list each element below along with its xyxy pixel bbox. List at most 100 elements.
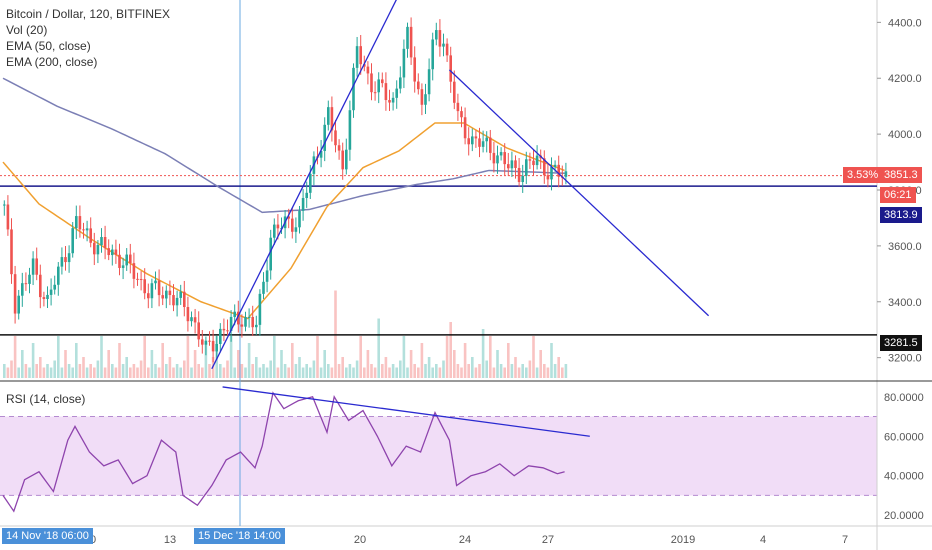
symbol-title: Bitcoin / Dollar, 120, BITFINEX bbox=[6, 7, 171, 21]
volume-bar bbox=[424, 364, 427, 378]
candle-body bbox=[78, 216, 82, 230]
candle-body bbox=[481, 141, 485, 147]
volume-bar bbox=[265, 367, 269, 378]
candle-body bbox=[489, 137, 492, 153]
time-tick-label: 27 bbox=[542, 534, 554, 546]
volume-bar bbox=[309, 367, 312, 378]
candle-body bbox=[427, 69, 431, 95]
candle-body bbox=[219, 328, 222, 344]
rsi-tick-label: 20.0000 bbox=[884, 510, 924, 522]
candle-body bbox=[100, 237, 103, 246]
volume-bar bbox=[366, 350, 370, 378]
volume-bar bbox=[208, 364, 211, 378]
candle-body bbox=[467, 138, 470, 145]
candle-body bbox=[183, 291, 186, 308]
candle-body bbox=[244, 317, 247, 327]
volume-bar bbox=[193, 350, 197, 378]
volume-bar bbox=[456, 364, 460, 378]
volume-bar bbox=[168, 357, 172, 378]
volume-bar bbox=[363, 367, 366, 378]
volume-bar bbox=[280, 350, 283, 378]
rsi-legend[interactable]: RSI (14, close) bbox=[6, 392, 86, 406]
volume-bar bbox=[100, 336, 103, 378]
percent-change-tag: 3.53% bbox=[843, 167, 883, 183]
volume-bar bbox=[222, 367, 226, 378]
candle-body bbox=[532, 160, 535, 166]
volume-bar bbox=[453, 350, 456, 378]
candle-body bbox=[179, 291, 182, 298]
volume-bar bbox=[337, 364, 341, 378]
volume-bar bbox=[96, 360, 100, 378]
candle-body bbox=[413, 57, 416, 82]
trendline-falling[interactable] bbox=[448, 69, 710, 317]
candle-body bbox=[35, 258, 38, 275]
candle-body bbox=[251, 316, 254, 328]
candle-body bbox=[373, 92, 377, 94]
candle-body bbox=[471, 136, 474, 145]
candle-body bbox=[3, 204, 6, 206]
volume-bar bbox=[262, 364, 265, 378]
volume-bar bbox=[6, 367, 10, 378]
volume-bar bbox=[35, 364, 38, 378]
volume-bar bbox=[186, 336, 190, 378]
price-tick-label: 4200.0 bbox=[888, 73, 922, 85]
volume-bar bbox=[384, 357, 388, 378]
countdown-timer-tag: 06:21 bbox=[880, 187, 916, 203]
candle-body bbox=[229, 316, 233, 331]
candle-body bbox=[424, 94, 427, 105]
chart-legend: Bitcoin / Dollar, 120, BITFINEX Vol (20)… bbox=[6, 6, 170, 70]
candle-body bbox=[334, 130, 337, 146]
volume-bar bbox=[114, 367, 118, 378]
candle-body bbox=[46, 294, 49, 300]
candle-body bbox=[337, 145, 341, 151]
volume-bar bbox=[528, 360, 532, 378]
candle-body bbox=[211, 340, 215, 352]
candle-body bbox=[118, 254, 121, 268]
candle-body bbox=[165, 290, 168, 299]
volume-bar bbox=[301, 367, 305, 378]
candle-body bbox=[157, 280, 161, 296]
volume-bar bbox=[154, 364, 157, 378]
candle-body bbox=[85, 228, 89, 231]
volume-bar bbox=[535, 367, 539, 378]
volume-bar bbox=[273, 336, 276, 378]
volume-bar bbox=[147, 367, 150, 378]
volume-bar bbox=[49, 367, 53, 378]
volume-bar bbox=[327, 364, 330, 378]
volume-bar bbox=[3, 364, 6, 378]
volume-bar bbox=[312, 360, 316, 378]
rsi-trendline[interactable] bbox=[222, 386, 590, 437]
candle-body bbox=[445, 43, 449, 56]
price-tick-label: 4000.0 bbox=[888, 129, 922, 141]
volume-bar bbox=[82, 357, 85, 378]
candle-body bbox=[492, 152, 496, 164]
candle-body bbox=[240, 324, 244, 327]
volume-bar bbox=[21, 350, 24, 378]
volume-bar bbox=[143, 336, 146, 378]
volume-bar bbox=[183, 360, 186, 378]
candle-body bbox=[107, 248, 110, 256]
candle-body bbox=[460, 111, 463, 118]
volume-bar bbox=[197, 364, 200, 378]
candle-body bbox=[496, 155, 499, 164]
volume-bar bbox=[67, 364, 71, 378]
candle-body bbox=[42, 297, 46, 300]
volume-bar bbox=[489, 336, 492, 378]
ema200-indicator-label[interactable]: EMA (200, close) bbox=[6, 55, 98, 69]
volume-bar bbox=[276, 367, 280, 378]
volume-bar bbox=[391, 364, 395, 378]
vol-indicator-label[interactable]: Vol (20) bbox=[6, 23, 48, 37]
ema50-indicator-label[interactable]: EMA (50, close) bbox=[6, 39, 91, 53]
candle-body bbox=[49, 289, 53, 295]
trendline-rising[interactable] bbox=[211, 0, 399, 370]
volume-bar bbox=[316, 336, 319, 378]
candle-body bbox=[463, 117, 467, 139]
candle-body bbox=[291, 218, 294, 232]
candle-body bbox=[474, 136, 478, 139]
volume-bar bbox=[244, 367, 247, 378]
candle-body bbox=[60, 257, 64, 267]
candle-body bbox=[435, 30, 438, 40]
volume-bar bbox=[57, 336, 60, 378]
